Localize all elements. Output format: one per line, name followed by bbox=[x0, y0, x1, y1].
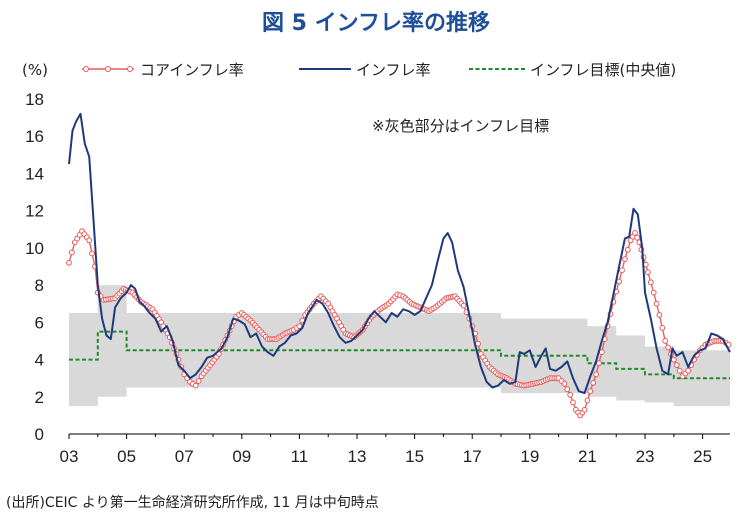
core-point-marker bbox=[647, 279, 654, 286]
core-point-marker bbox=[659, 325, 666, 331]
x-tick-label: 19 bbox=[520, 447, 539, 466]
core-point-marker bbox=[89, 250, 95, 257]
core-point-marker bbox=[460, 302, 467, 309]
core-point-marker bbox=[653, 300, 660, 307]
core-point-marker bbox=[570, 399, 576, 406]
core-point-marker bbox=[581, 406, 588, 413]
core-point-marker bbox=[624, 246, 631, 253]
band-note: ※灰色部分はインフレ目標 bbox=[372, 117, 549, 135]
core-point-marker bbox=[564, 386, 571, 393]
y-tick-label: 8 bbox=[35, 276, 44, 295]
series-headline-line bbox=[68, 112, 731, 395]
x-tick-label: 11 bbox=[291, 447, 309, 466]
source-note: (出所)CEIC より第一生命経済研究所作成, 11 月は中旬時点 bbox=[6, 494, 379, 511]
core-point-marker bbox=[619, 267, 625, 274]
y-tick-label: 18 bbox=[25, 90, 44, 109]
core-point-marker bbox=[69, 249, 75, 256]
core-point-marker bbox=[561, 380, 568, 387]
axes: 0 2 4 6 8 10 12 14 16 18 03 05 07 09 11 13 15 17 19 21 23 25 bbox=[25, 90, 730, 466]
legend-core-marker bbox=[127, 66, 133, 72]
x-tick-label: 15 bbox=[405, 447, 424, 466]
core-point-marker bbox=[584, 397, 591, 404]
plot-area bbox=[66, 112, 732, 419]
y-tick-label: 4 bbox=[35, 351, 44, 370]
y-tick-label: 10 bbox=[25, 239, 44, 258]
core-point-marker bbox=[662, 338, 669, 344]
core-point-marker bbox=[673, 362, 680, 369]
core-point-marker bbox=[670, 356, 677, 363]
chart-title: 図 5 インフレ率の推移 bbox=[262, 10, 490, 36]
x-tick-label: 17 bbox=[463, 447, 482, 466]
core-point-marker bbox=[567, 392, 574, 398]
x-tick-label: 03 bbox=[60, 447, 79, 466]
x-tick-label: 21 bbox=[578, 447, 597, 466]
core-point-marker bbox=[650, 289, 657, 296]
x-tick-label: 25 bbox=[693, 447, 712, 466]
legend-core-marker bbox=[83, 66, 89, 72]
y-tick-label: 16 bbox=[25, 127, 44, 146]
core-point-marker bbox=[590, 379, 597, 386]
legend-core-label: コアインフレ率 bbox=[140, 61, 244, 79]
legend-core-marker bbox=[105, 66, 111, 72]
core-point-marker bbox=[475, 340, 481, 347]
core-point-marker bbox=[676, 367, 683, 374]
core-point-marker bbox=[66, 259, 72, 266]
x-tick-label: 13 bbox=[348, 447, 367, 466]
x-tick-label: 23 bbox=[636, 447, 655, 466]
x-tick-label: 05 bbox=[117, 447, 136, 466]
y-tick-label: 2 bbox=[35, 388, 44, 407]
legend-headline-label: インフレ率 bbox=[356, 61, 431, 79]
legend: コアインフレ率 インフレ率 インフレ目標(中央値) bbox=[82, 61, 676, 79]
legend-target-label: インフレ目標(中央値) bbox=[530, 61, 676, 79]
core-point-marker bbox=[685, 367, 692, 374]
core-point-marker bbox=[192, 382, 199, 389]
y-tick-label: 6 bbox=[35, 313, 44, 332]
core-point-marker bbox=[632, 230, 638, 236]
core-point-marker bbox=[665, 344, 671, 351]
y-tick-label: 14 bbox=[25, 164, 44, 183]
core-point-marker bbox=[296, 323, 303, 330]
target-band-area bbox=[69, 285, 730, 407]
y-tick-label: 12 bbox=[25, 202, 44, 221]
core-point-marker bbox=[645, 269, 651, 276]
x-tick-label: 09 bbox=[232, 447, 251, 466]
core-point-marker bbox=[656, 312, 663, 318]
y-tick-label: 0 bbox=[35, 425, 44, 444]
core-point-marker bbox=[616, 278, 622, 285]
core-point-marker bbox=[596, 360, 602, 367]
y-axis-unit-label: (%) bbox=[22, 61, 48, 79]
x-tick-label: 07 bbox=[175, 447, 194, 466]
core-point-marker bbox=[634, 234, 640, 241]
core-point-marker bbox=[86, 237, 93, 244]
core-point-marker bbox=[622, 256, 628, 263]
core-point-marker bbox=[587, 388, 594, 395]
core-point-marker bbox=[593, 371, 599, 378]
core-point-marker bbox=[195, 378, 202, 384]
